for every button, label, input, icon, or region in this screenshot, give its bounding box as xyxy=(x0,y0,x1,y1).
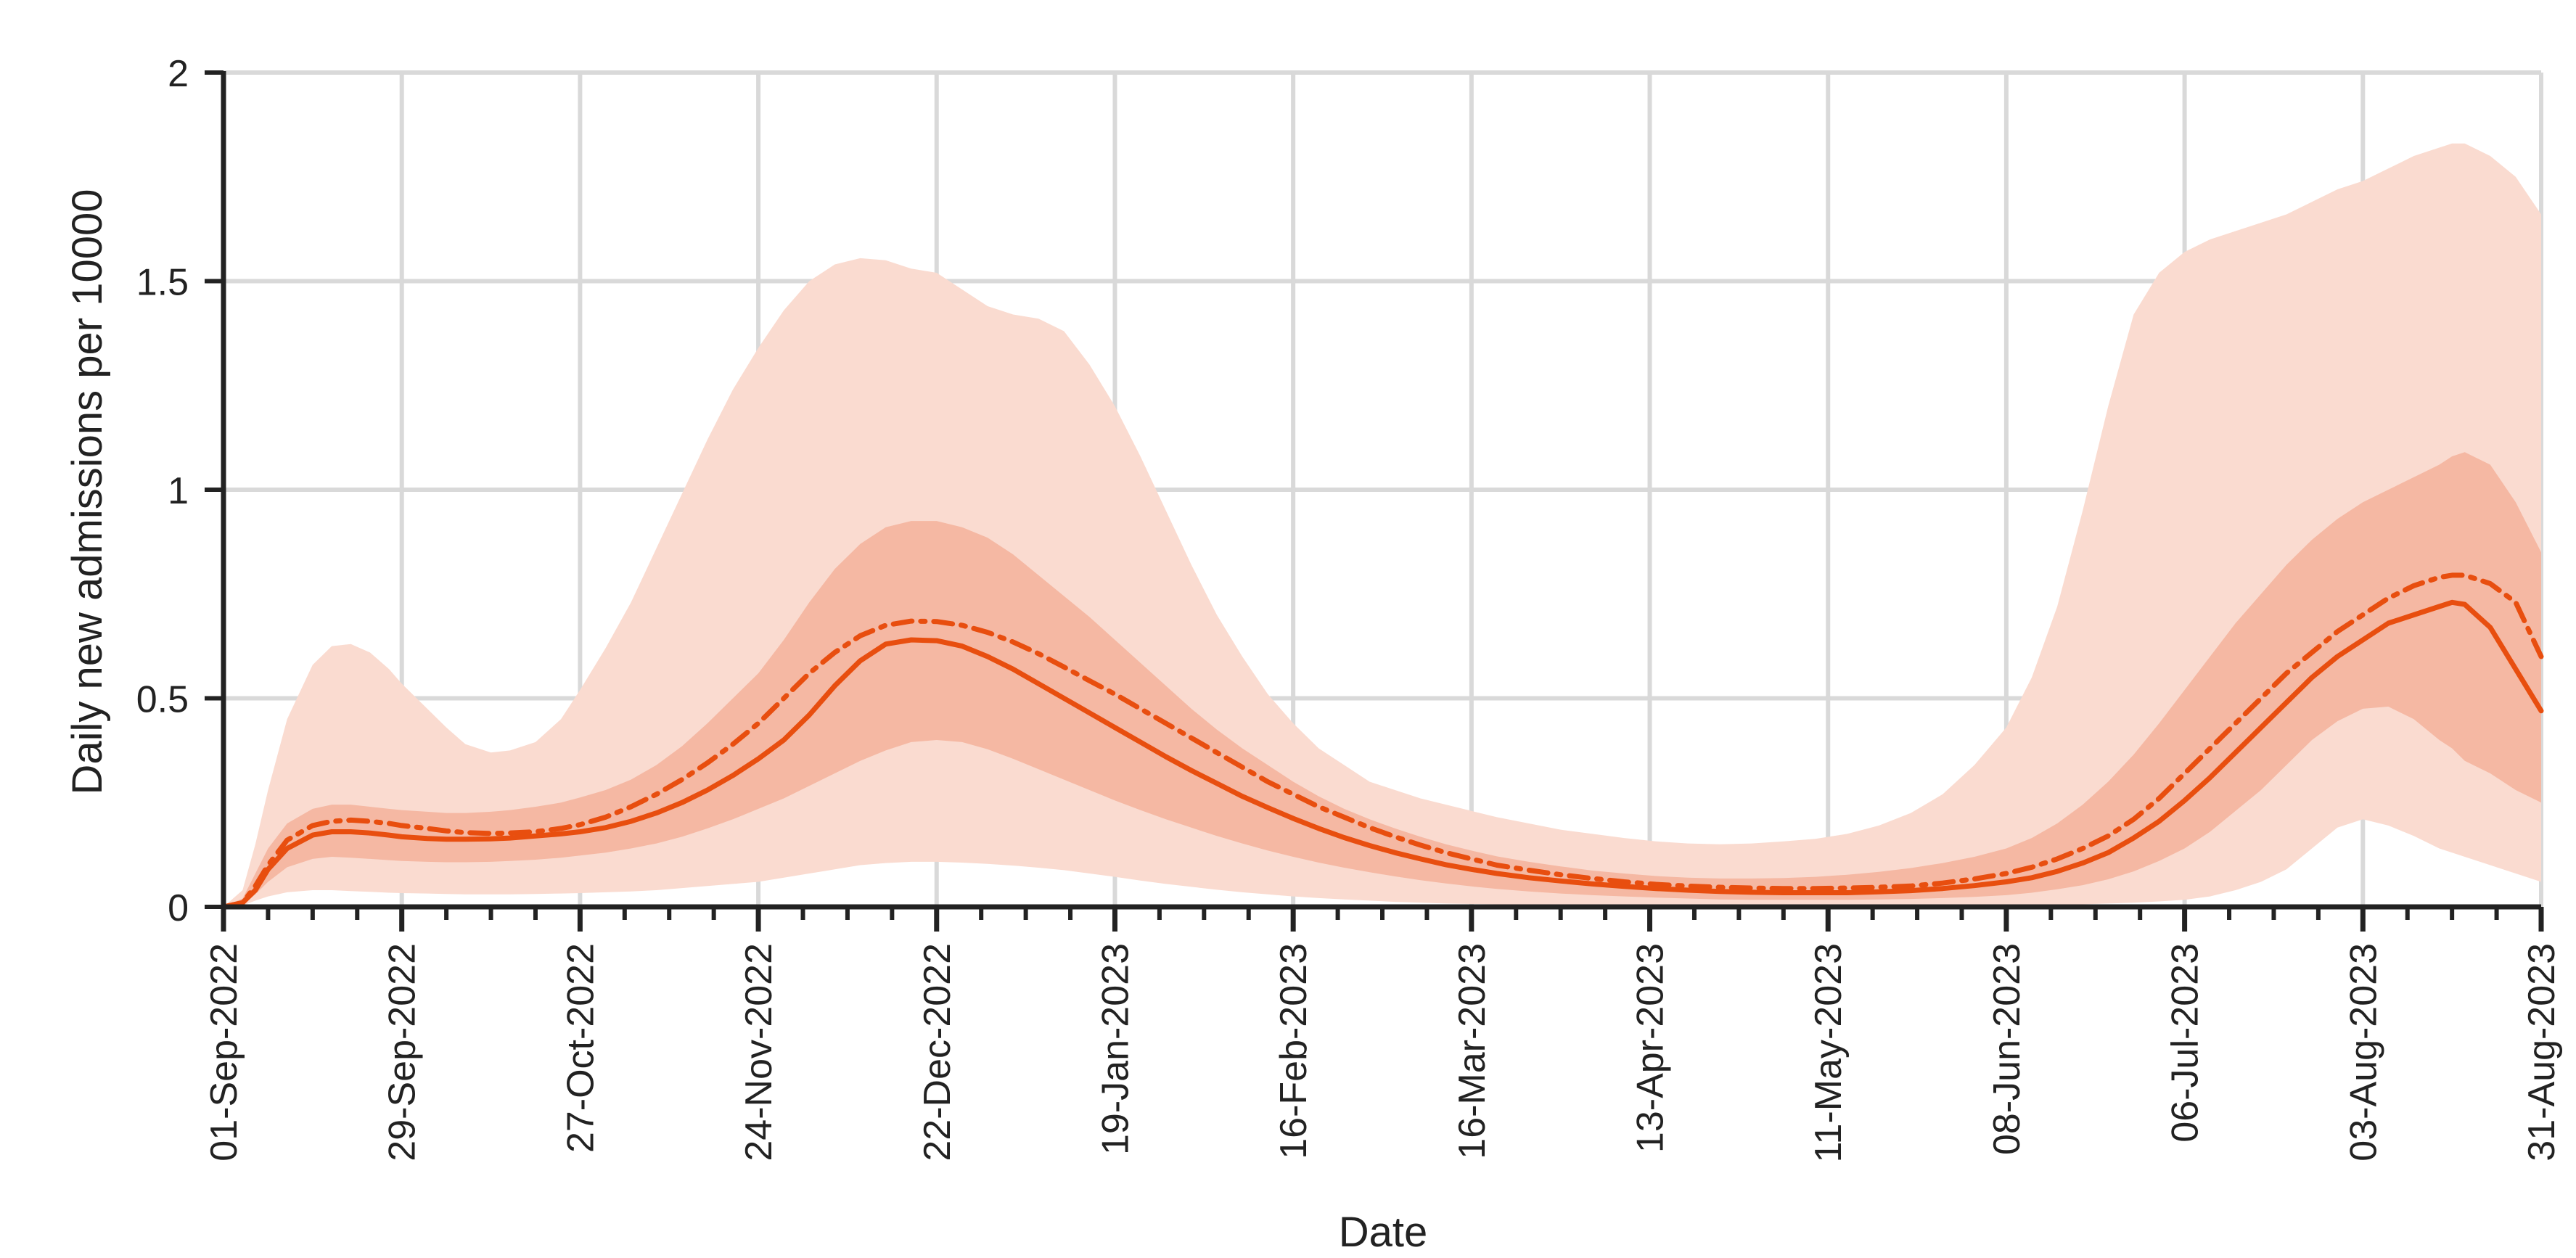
y-tick-label-4: 2 xyxy=(168,53,189,95)
label-layer: 0 0.5 1 1.5 2 01-Sep-2022 29-Sep-2022 27-Oct-20… xyxy=(136,53,2563,1163)
series-line-mean xyxy=(221,572,2544,910)
y-tick-label-3: 1.5 xyxy=(136,262,189,304)
x-tick-label-2: 27-Oct-2022 xyxy=(559,943,602,1153)
axis-layer xyxy=(205,70,2544,932)
y-axis-title: Daily new admissions per 10000 xyxy=(64,189,111,795)
x-tick-label-12: 03-Aug-2023 xyxy=(2342,943,2384,1162)
band-inner-interval xyxy=(223,452,2541,907)
x-tick-label-13: 31-Aug-2023 xyxy=(2521,943,2563,1162)
line-layer xyxy=(221,572,2544,910)
x-tick-label-11: 06-Jul-2023 xyxy=(2165,943,2207,1143)
y-tick-label-1: 0.5 xyxy=(136,679,189,721)
x-tick-label-0: 01-Sep-2022 xyxy=(203,943,245,1162)
band-layer xyxy=(223,143,2541,907)
y-tick-label-2: 1 xyxy=(168,470,189,512)
x-tick-label-6: 16-Feb-2023 xyxy=(1273,943,1315,1159)
x-tick-label-5: 19-Jan-2023 xyxy=(1095,943,1137,1155)
x-tick-label-3: 24-Nov-2022 xyxy=(738,943,780,1162)
x-tick-label-4: 22-Dec-2022 xyxy=(916,943,959,1162)
x-tick-label-8: 13-Apr-2023 xyxy=(1630,943,1672,1153)
y-tick-label-0: 0 xyxy=(168,887,189,929)
x-axis-title: Date xyxy=(1339,1209,1428,1256)
series-line-median xyxy=(221,599,2544,910)
x-tick-label-10: 08-Jun-2023 xyxy=(1986,943,2028,1155)
x-tick-label-1: 29-Sep-2022 xyxy=(382,943,424,1162)
x-tick-label-7: 16-Mar-2023 xyxy=(1451,943,1493,1159)
x-tick-label-9: 11-May-2023 xyxy=(1808,943,1850,1163)
